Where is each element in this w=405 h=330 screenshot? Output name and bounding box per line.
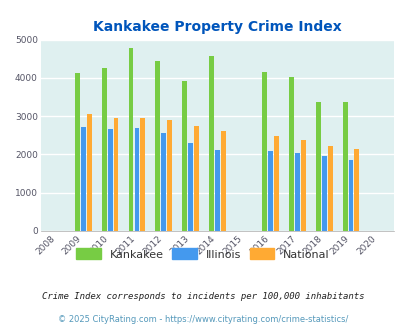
Bar xyxy=(315,102,320,231)
Bar xyxy=(294,153,299,231)
Bar xyxy=(140,118,145,231)
Bar xyxy=(273,136,278,231)
Text: © 2025 CityRating.com - https://www.cityrating.com/crime-statistics/: © 2025 CityRating.com - https://www.city… xyxy=(58,315,347,324)
Bar xyxy=(87,114,92,231)
Bar xyxy=(194,126,198,231)
Bar xyxy=(321,156,326,231)
Bar xyxy=(182,81,187,231)
Bar xyxy=(188,143,192,231)
Bar xyxy=(300,140,305,231)
Bar xyxy=(327,147,332,231)
Bar xyxy=(348,160,352,231)
Bar xyxy=(354,149,358,231)
Bar xyxy=(268,151,273,231)
Legend: Kankakee, Illinois, National: Kankakee, Illinois, National xyxy=(76,248,329,260)
Bar xyxy=(161,133,166,231)
Bar xyxy=(81,127,85,231)
Bar xyxy=(113,118,118,231)
Bar xyxy=(167,120,172,231)
Bar xyxy=(209,56,213,231)
Bar xyxy=(288,78,293,231)
Bar xyxy=(342,102,347,231)
Title: Kankakee Property Crime Index: Kankakee Property Crime Index xyxy=(93,20,341,34)
Bar xyxy=(75,73,80,231)
Text: Crime Index corresponds to incidents per 100,000 inhabitants: Crime Index corresponds to incidents per… xyxy=(42,292,363,301)
Bar xyxy=(134,128,139,231)
Bar xyxy=(155,61,160,231)
Bar xyxy=(128,48,133,231)
Bar xyxy=(107,129,112,231)
Bar xyxy=(262,72,266,231)
Bar xyxy=(102,68,107,231)
Bar xyxy=(214,150,219,231)
Bar xyxy=(220,131,225,231)
